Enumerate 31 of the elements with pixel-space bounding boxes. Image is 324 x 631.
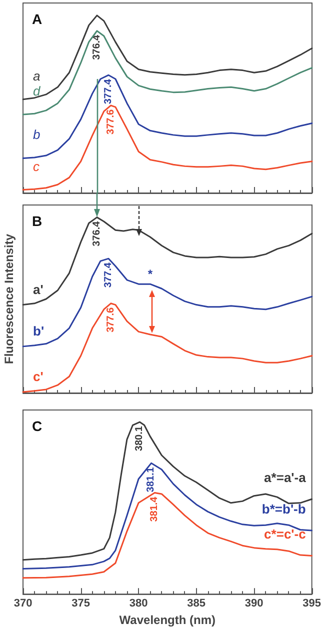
series-label: c'	[33, 368, 44, 384]
series-label: a	[33, 68, 40, 84]
x-tick-label: 390	[244, 598, 264, 610]
y-axis-title: Fluorescence Intensity	[2, 234, 16, 364]
series-label: a*=a'-a	[264, 470, 307, 486]
chart-title: A	[32, 11, 42, 27]
annotation: 380.1	[134, 426, 146, 452]
x-tick-label: 395	[302, 598, 322, 610]
annotation: 377.6	[105, 306, 116, 332]
x-tick-label: 380	[129, 598, 148, 610]
chart-title: B	[32, 213, 42, 229]
x-tick-label: 385	[187, 598, 206, 610]
annotation: 377.4	[103, 78, 114, 104]
series-label: c	[33, 158, 40, 174]
annotation: 376.4	[91, 34, 102, 60]
x-tick-label: 375	[72, 598, 90, 610]
annotation: 377.4	[103, 262, 114, 288]
annotation: *	[148, 267, 153, 282]
series-label: d	[33, 84, 41, 99]
series-label: b	[33, 127, 40, 142]
series-label: b'	[33, 323, 44, 338]
annotation: 376.4	[91, 220, 102, 246]
x-axis-title: Wavelength (nm)	[119, 613, 216, 627]
annotation: 381.1	[146, 466, 157, 492]
series-label: c*=c'-c	[264, 526, 306, 542]
annotation: 381.4	[149, 496, 160, 522]
series-label: b*=b'-b	[262, 501, 306, 516]
chart-title: C	[32, 418, 42, 434]
x-tick-label: 370	[14, 598, 32, 610]
annotation: 377.6	[105, 109, 116, 134]
series-label: a'	[33, 282, 44, 297]
